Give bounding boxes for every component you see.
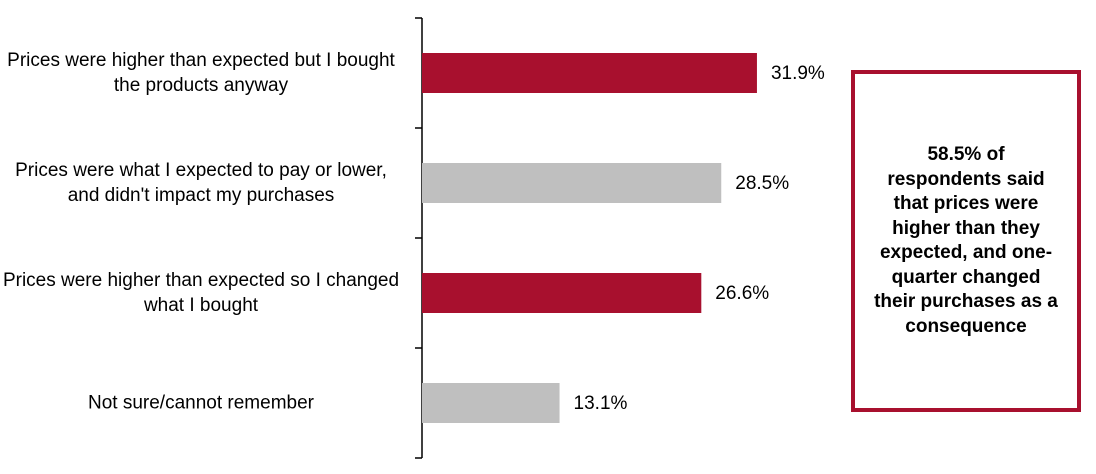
bar xyxy=(422,53,757,93)
value-label: 26.6% xyxy=(715,283,769,304)
category-label: Prices were what I expected to pay or lo… xyxy=(15,160,387,206)
value-label: 13.1% xyxy=(574,393,628,414)
annotation: 58.5% of respondents said that prices we… xyxy=(851,70,1081,412)
bar xyxy=(422,273,702,313)
value-label: 28.5% xyxy=(735,173,789,194)
category-label: Prices were higher than expected so I ch… xyxy=(2,270,400,316)
bar xyxy=(422,383,560,423)
category-label: Not sure/cannot remember xyxy=(88,392,314,414)
bar xyxy=(422,163,722,203)
value-label: 31.9% xyxy=(771,63,825,84)
category-label: Prices were higher than expected but I b… xyxy=(7,50,395,96)
